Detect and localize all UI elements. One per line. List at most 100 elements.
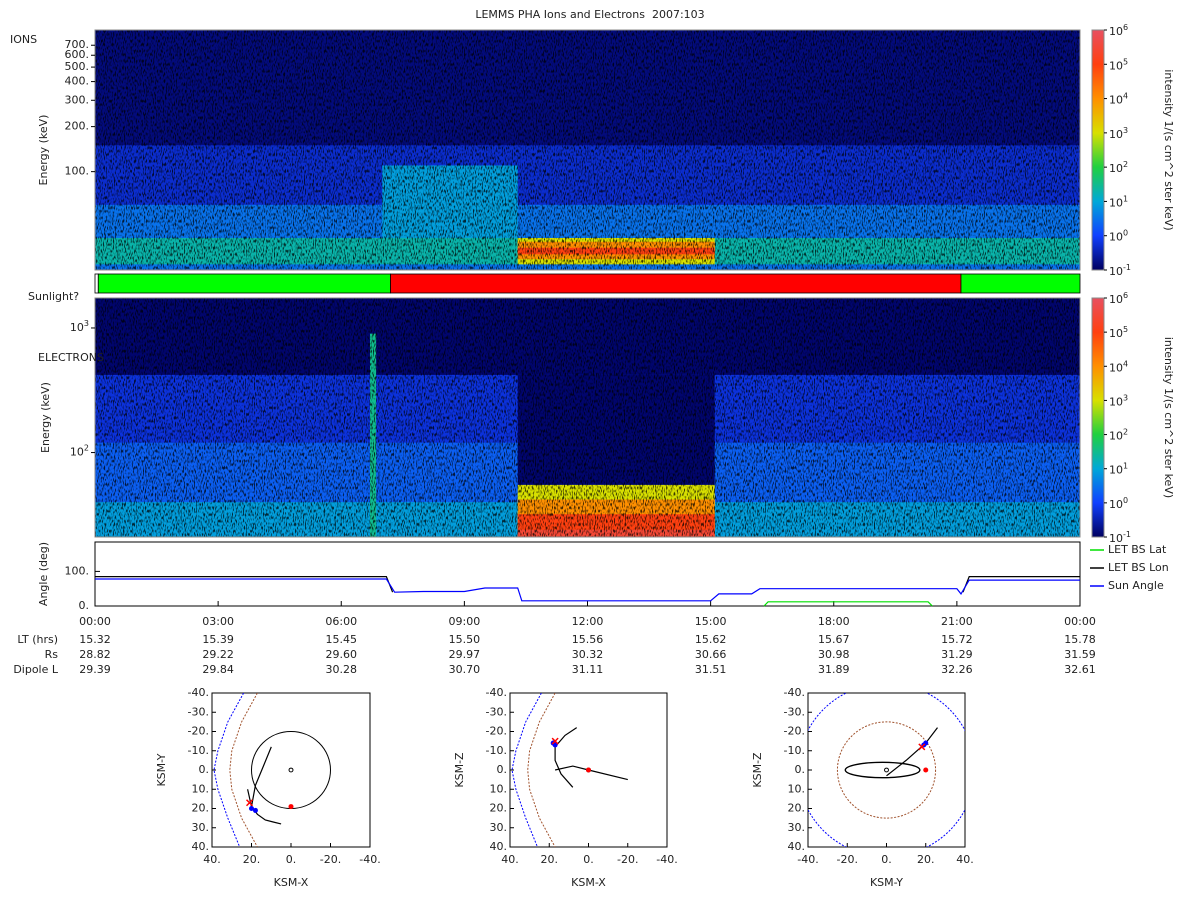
x-tick-label: 03:00 [202, 615, 234, 628]
sunlight-segment [390, 273, 962, 294]
x-axis-label: KSM-X [274, 876, 309, 889]
y-tick-label: 500. [65, 60, 90, 73]
ephemeris-label: LT (hrs) [17, 633, 58, 646]
x-axis-label: KSM-Y [870, 876, 903, 889]
x-tick-label: 40. [501, 853, 519, 866]
ephemeris-label: Rs [45, 648, 59, 661]
y-tick-label: 600. [65, 48, 90, 61]
y-axis-label: KSM-Z [751, 752, 764, 788]
y-tick-label: -40. [784, 686, 805, 699]
y-tick-label: 0. [79, 599, 90, 612]
colorbar-tick-label: 104 [1109, 359, 1128, 375]
colorbar-tick-label-exponent: 0 [1123, 495, 1128, 504]
colorbar-tick-label: 102 [1109, 427, 1128, 443]
x-tick-label: 20. [243, 853, 261, 866]
ephemeris-value: 30.28 [326, 663, 358, 676]
colorbar-label: intensity 1/(s cm^2 ster keV) [1162, 69, 1175, 230]
x-tick-label: -20. [837, 853, 858, 866]
orbit-plot [213, 693, 331, 847]
y-tick-label: 40. [788, 840, 806, 853]
colorbar-tick-label-base: 10 [1109, 293, 1123, 306]
colorbar-tick-label: 106 [1109, 291, 1128, 307]
trajectory [554, 765, 628, 781]
y-tick-label: 100. [65, 165, 90, 178]
y-tick-label: 102 [70, 443, 89, 459]
y-tick-label: 0. [497, 763, 508, 776]
colorbar-tick-label: 105 [1109, 325, 1128, 341]
ephemeris-value: 31.51 [695, 663, 727, 676]
y-tick-label: -20. [486, 725, 507, 738]
x-tick-label: -20. [320, 853, 341, 866]
y-tick-label: -30. [188, 705, 209, 718]
colorbar-tick-label-base: 10 [1109, 59, 1123, 72]
x-tick-label: -40. [797, 853, 818, 866]
colorbar-tick-label-exponent: 1 [1123, 194, 1128, 203]
y-tick-label: 20. [490, 802, 508, 815]
x-tick-label: 09:00 [449, 615, 481, 628]
panel-label: Sunlight? [28, 290, 79, 303]
x-tick-label: 0. [286, 853, 297, 866]
legend-label: LET BS Lon [1108, 561, 1169, 574]
colorbar-tick-label: 106 [1109, 23, 1128, 39]
panel-frame [94, 29, 1081, 271]
panel-label: ELECTRONS [38, 351, 104, 364]
ephemeris-value: 29.84 [202, 663, 234, 676]
y-tick-label: -30. [784, 705, 805, 718]
circle [288, 767, 294, 773]
y-tick-label-base: 10 [70, 321, 84, 334]
ephemeris-value: 30.32 [572, 648, 604, 661]
colorbar-tick-label: 101 [1109, 461, 1128, 477]
y-tick-label: 10. [192, 782, 210, 795]
colorbar-tick-label-base: 10 [1109, 532, 1123, 545]
ephemeris-value: 29.39 [79, 663, 111, 676]
x-tick-label: 00:00 [79, 615, 111, 628]
colorbar-tick-label-base: 10 [1109, 361, 1123, 374]
y-tick-label: 100. [65, 564, 90, 577]
sunlight-segment [94, 273, 99, 294]
spectrogram [95, 30, 1080, 270]
ephemeris-value: 31.59 [1064, 648, 1096, 661]
orbit-plot [808, 693, 965, 847]
y-tick-label-exponent: 3 [84, 318, 89, 327]
colorbar [1091, 297, 1105, 538]
ephemeris-value: 15.72 [941, 633, 973, 646]
x-tick-label: 00:00 [1064, 615, 1096, 628]
colorbar-tick-label-exponent: -1 [1123, 263, 1131, 272]
noise-texture [95, 30, 1080, 270]
x-tick-label: -20. [617, 853, 638, 866]
colorbar-tick-label: 103 [1109, 393, 1128, 409]
y-tick-label: 40. [490, 840, 508, 853]
position-dot [288, 804, 294, 810]
colorbar-tick-label-base: 10 [1109, 430, 1123, 443]
ephemeris-value: 29.60 [326, 648, 358, 661]
position-dot [923, 767, 929, 773]
legend-label: LET BS Lat [1108, 543, 1167, 556]
colorbar-tick-label-base: 10 [1109, 128, 1123, 141]
colorbar-tick-label-exponent: 5 [1123, 325, 1128, 334]
ephemeris-value: 15.50 [449, 633, 481, 646]
y-tick-label: -20. [784, 725, 805, 738]
y-tick-label: 30. [490, 821, 508, 834]
spacecraft-marker [918, 743, 926, 751]
ephemeris-value: 31.29 [941, 648, 973, 661]
y-tick-label: -10. [188, 744, 209, 757]
y-tick-label: 10. [788, 782, 806, 795]
ephemeris-value: 31.89 [818, 663, 850, 676]
circle [836, 721, 937, 819]
colorbar-tick-label: 100 [1109, 228, 1128, 244]
x-tick-label: 20. [917, 853, 935, 866]
colorbar-tick-label-exponent: 4 [1123, 91, 1128, 100]
y-tick-label: -40. [486, 686, 507, 699]
y-tick-label: 0. [795, 763, 806, 776]
x-tick-label: 06:00 [325, 615, 357, 628]
colorbar-tick-label-base: 10 [1109, 327, 1123, 340]
y-tick-label-exponent: 2 [84, 443, 89, 452]
x-tick-label: 12:00 [572, 615, 604, 628]
ephemeris-value: 15.78 [1064, 633, 1096, 646]
y-axis-label: Energy (keV) [39, 382, 52, 453]
ephemeris-value: 15.62 [695, 633, 727, 646]
colorbar-tick-label-base: 10 [1109, 196, 1123, 209]
plot-frame [807, 692, 966, 848]
y-tick-label: 10. [490, 782, 508, 795]
orbit-plot [511, 693, 628, 847]
